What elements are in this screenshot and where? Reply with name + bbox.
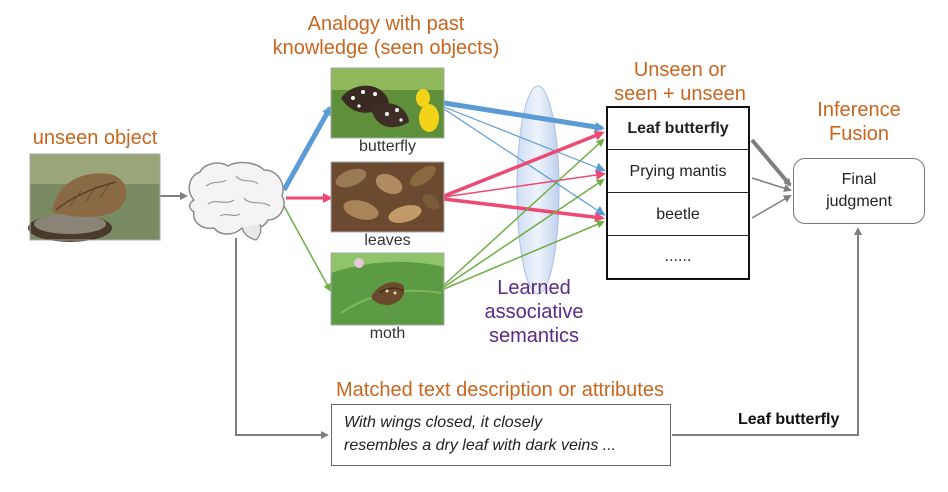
leaves-photo [330,161,445,233]
analogy-header: Analogy with past knowledge (seen object… [246,12,526,62]
arrow-moth-to-leaf-butterfly [443,138,605,286]
unseen-object-header: unseen object [32,127,158,149]
arrow-brain-to-moth [283,205,331,292]
inference-header-line-1: Inference [817,99,901,121]
brain-icon [188,161,285,241]
arrow-description-to-final [672,227,862,436]
arrow-leaves-to-beetle [443,197,605,223]
arrow-moth-to-beetle [443,220,605,290]
candidates-header-line-2: seen + unseen [614,83,746,105]
candidate-leaf-butterfly: Leaf butterfly [608,108,748,150]
lens-label-line-2: associative [484,301,584,323]
lens-label: Learned associative semantics [466,276,602,352]
description-box: With wings closed, it closely resembles … [331,404,671,466]
candidates-header-line-1: Unseen or [633,59,727,81]
inference-header-line-2: Fusion [828,123,890,145]
analogy-header-line-1: Analogy with past [307,13,465,35]
candidate-prying-mantis: Prying mantis [608,151,748,193]
lens-label-line-1: Learned [497,277,571,299]
arrow-moth-to-mantis [443,178,605,288]
leaf-butterfly-photo [28,153,161,242]
description-line-2: resembles a dry leaf with dark veins ... [344,437,617,454]
arrow-brain-to-description [235,238,329,439]
description-line-1: With wings closed, it closely [344,414,543,431]
arrow-leaves-to-mantis [443,170,606,198]
moth-photo [330,252,445,326]
candidate-beetle: beetle [608,194,748,236]
arrow-leaf-butterfly-to-final [750,138,792,187]
arrow-beetle-to-final [751,194,792,219]
lens-label-line-3: semantics [488,325,580,347]
caption-moth: moth [369,325,406,342]
final-line-1: Final [841,171,877,188]
semantic-lens [516,85,560,295]
final-line-2: judgment [826,193,892,210]
candidate-list: Leaf butterfly Prying mantis beetle ....… [606,106,750,280]
arrow-butterfly-to-leaf-butterfly [443,100,605,132]
text-result-label: Leaf butterfly [738,411,840,428]
inference-header: Inference Fusion [796,98,922,148]
analogy-header-line-2: knowledge (seen objects) [272,37,500,59]
candidates-header: Unseen or seen + unseen [596,58,764,108]
arrow-butterfly-to-beetle [443,108,606,216]
caption-butterfly: butterfly [359,138,416,155]
arrow-leaves-to-leaf-butterfly [443,130,605,198]
arrow-mantis-to-final [751,177,792,193]
final-judgment-box: Final judgment [793,158,925,224]
caption-leaves: leaves [364,232,411,249]
arrow-butterfly-to-mantis [443,106,606,173]
matched-text-header: Matched text description or attributes [336,379,664,401]
butterfly-photo [330,67,445,139]
arrow-brain-to-butterfly [281,105,333,192]
candidate-more: ...... [664,248,692,265]
